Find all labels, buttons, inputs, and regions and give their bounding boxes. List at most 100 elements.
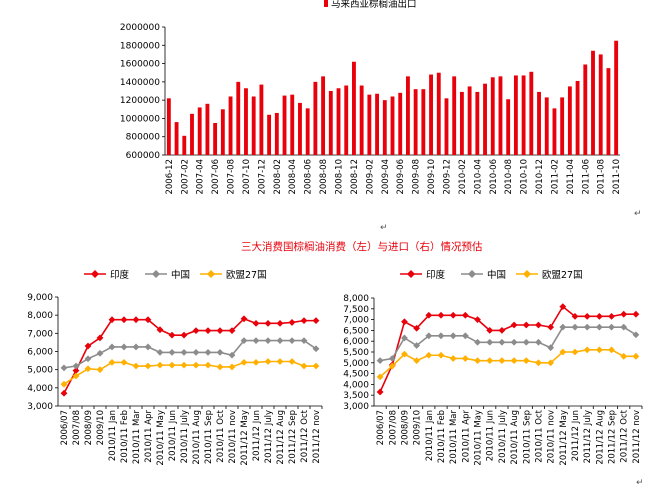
data-point [180,361,188,369]
bar [483,83,487,155]
legend-diamond-icon [91,270,99,278]
bar [429,74,433,155]
legend-label: 印度 [426,269,446,281]
bar-x-tick-label: 2008-08 [319,159,329,195]
x-tick-label: 2010/11 Mar [449,410,459,465]
bar-x-tick-label: 2011-08 [597,159,607,195]
bar-x-tick-label: 2008-12 [350,159,360,195]
bar [606,68,611,155]
x-tick-label: 2010/11 Oct [216,409,226,462]
data-point [180,349,188,356]
bar [413,89,418,155]
data-point [276,358,284,365]
x-tick-label: 2010/11 Apr [461,409,471,462]
bar [228,96,233,155]
bar-x-tick-label: 2009-10 [427,159,437,195]
x-tick-label: 2011/12 Aug [276,410,286,465]
x-tick-label: 2010/11 Mar [132,410,142,465]
x-tick-label: 2011/12 July [583,410,593,463]
data-point [413,357,421,365]
edit-mark-2: ↵ [380,223,388,233]
x-tick-label: 2011/12 nov [312,410,322,464]
data-point [204,349,212,356]
x-tick-label: 2010/11 Jan [425,410,435,461]
x-tick-label: 2010/11 Apr [144,409,154,462]
data-point [288,319,296,326]
bar-legend-swatch [324,0,328,7]
x-tick-label: 2011/12 July [264,410,274,463]
bar [313,81,318,155]
data-point [312,345,320,353]
data-point [96,334,104,342]
y-tick-label: 3,000 [343,402,369,412]
x-tick-label: 2009/10 [96,410,106,445]
data-point [108,316,116,324]
bar-y-tick-label: 1000000 [120,114,160,124]
x-tick-label: 2010/11 Feb [120,410,130,463]
data-point [216,349,224,356]
data-point [204,361,212,369]
data-point [108,343,116,351]
data-point [132,316,140,324]
legend-label: 欧盟27国 [226,269,267,281]
legend-label: 欧盟27国 [542,269,583,281]
x-tick-label: 2010/11 Feb [437,410,447,463]
data-point [376,357,384,365]
bar [305,108,310,155]
y-tick-label: 7,000 [27,329,53,339]
bar [336,88,341,155]
bar [298,102,302,155]
x-tick-label: 2010/11 July [180,410,190,463]
data-point [474,357,481,365]
data-point [72,372,80,380]
x-tick-label: 2010/11 Sep [204,410,214,464]
data-point [401,318,408,326]
x-tick-label: 2010/11 Jan [108,410,118,461]
bar [421,89,426,155]
y-tick-label: 3,500 [343,391,369,401]
bar [490,77,495,155]
data-point [228,363,236,371]
data-point [559,348,567,356]
bar [390,96,395,155]
data-point [84,355,92,363]
bar [174,122,179,155]
x-tick-label: 2011/12 Jun [252,410,262,461]
data-point [72,362,80,370]
y-tick-label: 6,000 [343,337,369,347]
bar-x-tick-label: 2009-04 [381,159,391,195]
bar-chart: 马来西亚棕榈油出口 2000000 1800000 1600000 1400000 12… [120,0,622,195]
data-point [240,359,248,366]
bar-x-tick-label: 2010-04 [473,159,483,195]
y-tick-label: 6,500 [343,326,369,336]
bar [575,80,580,155]
bar [259,84,264,155]
bar-x-tick-label: 2007-02 [180,159,190,195]
bar [367,94,372,155]
data-point [547,359,555,367]
data-point [156,349,164,356]
data-point [449,355,457,362]
bar [506,99,511,155]
data-point [252,359,260,366]
bar-x-tick-label: 2009-06 [396,159,406,195]
data-point [120,343,128,351]
data-point [180,331,188,339]
x-tick-label: 2008/09 [84,410,94,445]
bar [213,123,218,155]
x-tick-label: 2006/07 [376,410,386,445]
data-point [288,358,296,365]
bar-x-tick-label: 2006-12 [165,159,175,195]
data-point [376,388,384,396]
consumption-x-axis-labels: 2006/07 2007/08 2008/09 2009/10 2010/11 Jan 2… [60,406,323,466]
x-tick-label: 2011/12 May [240,410,250,466]
bar-x-tick-label: 2007-08 [227,159,237,195]
x-tick-label: 2010/11 May [156,410,166,466]
data-point [96,366,104,374]
bar-y-tick-label: 1200000 [120,96,160,106]
data-point [264,337,272,344]
data-point [388,355,396,362]
x-tick-label: 2011/12 Sep [608,410,618,464]
bar [321,76,326,155]
y-tick-label: 4,500 [343,370,369,380]
